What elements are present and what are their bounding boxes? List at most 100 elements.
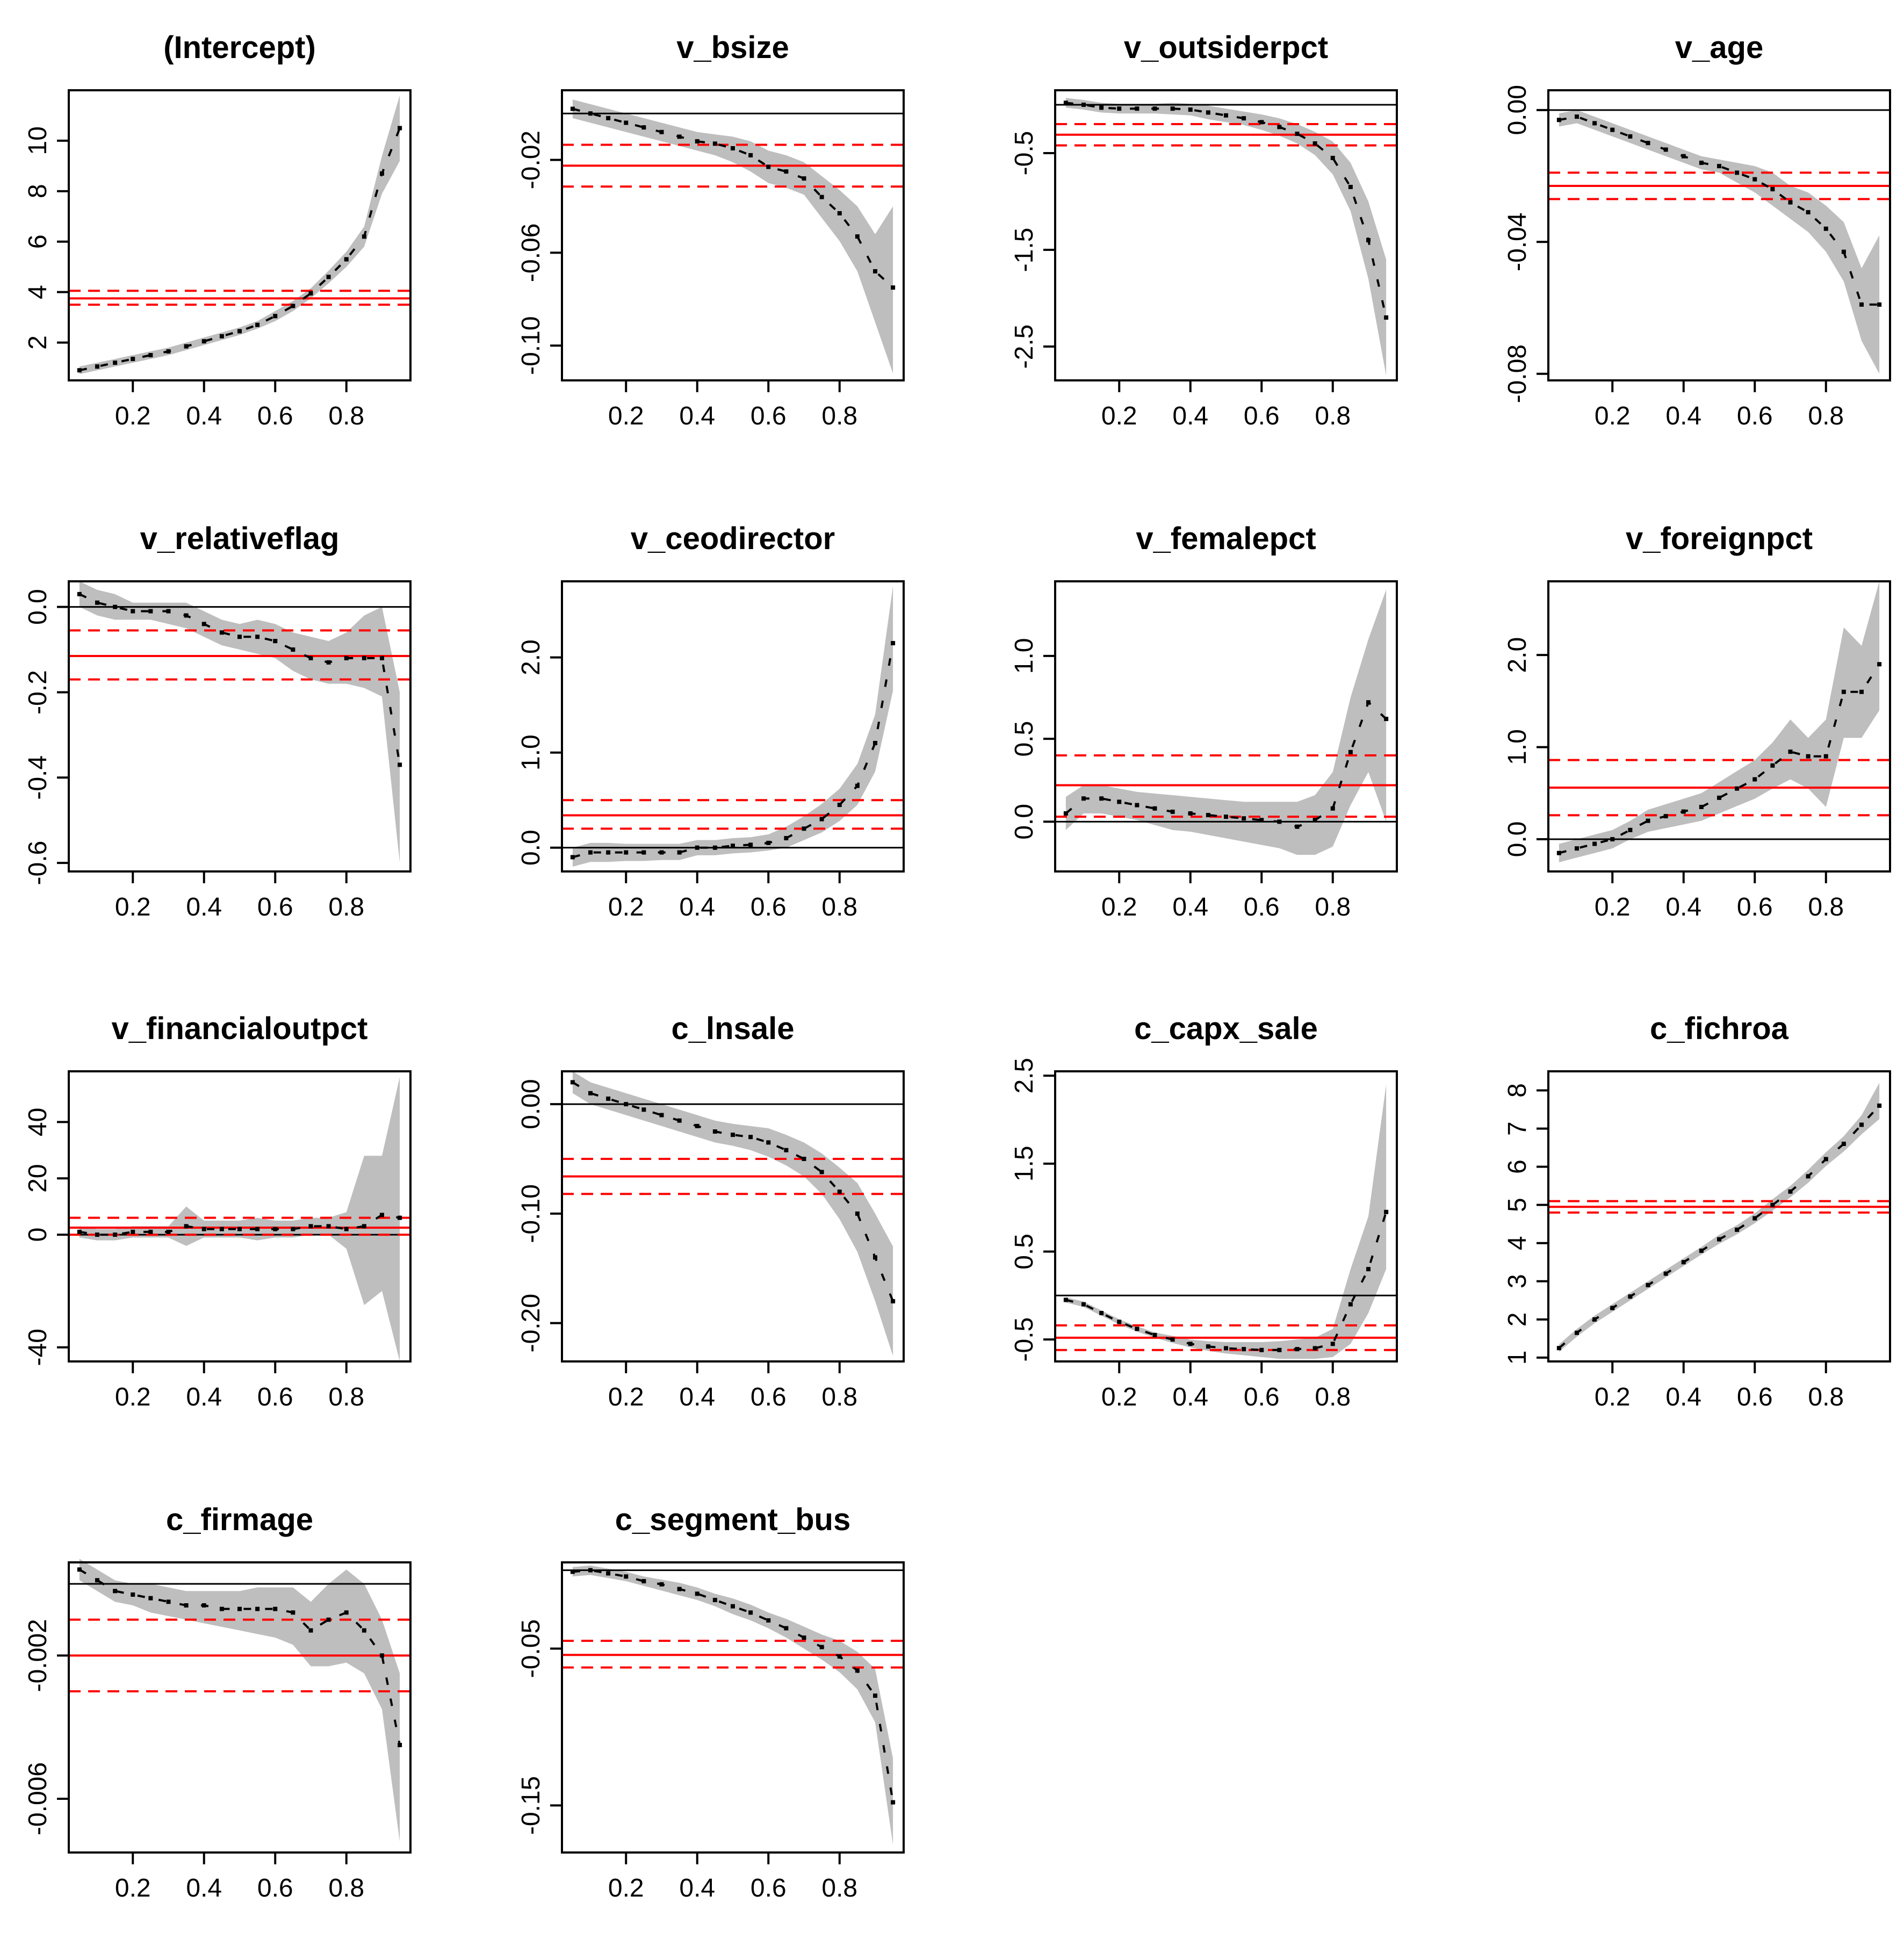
x-tick-label: 0.2 <box>1101 893 1137 921</box>
estimate-point <box>1259 120 1264 125</box>
estimate-point <box>641 1107 646 1112</box>
estimate-point <box>1575 846 1579 851</box>
estimate-point <box>1312 141 1317 146</box>
estimate-point <box>1384 1209 1389 1214</box>
confidence-band <box>572 99 893 374</box>
estimate-point <box>362 1224 366 1229</box>
x-tick-label: 0.8 <box>328 1383 364 1411</box>
estimate-point <box>1770 763 1775 768</box>
estimate-point <box>712 1598 717 1603</box>
estimate-point <box>873 740 877 745</box>
estimate-point <box>1366 238 1371 242</box>
y-tick-label: 0 <box>24 1228 52 1242</box>
estimate-point <box>77 1567 82 1572</box>
estimate-point <box>1206 110 1210 115</box>
estimate-point <box>77 592 82 596</box>
y-tick-label: 1.0 <box>1010 638 1038 674</box>
x-tick-label: 0.8 <box>821 893 857 921</box>
x-tick-label: 0.6 <box>257 893 293 921</box>
y-tick-label: 20 <box>24 1164 52 1193</box>
y-tick-label: 7 <box>1503 1121 1532 1136</box>
estimate-point <box>802 176 806 181</box>
estimate-point <box>1628 134 1633 139</box>
estimate-point <box>166 609 171 614</box>
estimate-point <box>588 850 593 855</box>
x-tick-label: 0.4 <box>1665 1383 1701 1411</box>
estimate-point <box>570 106 575 111</box>
estimate-point <box>677 850 682 855</box>
panel-c-capx-sale: c_capx_sale 0.2 0.4 0.6 0.8 -0.5 0.5 1.5 2.5 <box>1010 1011 1398 1411</box>
estimate-point <box>1295 1347 1300 1352</box>
panel-c-fichroa: c_fichroa 0.2 0.4 0.6 0.8 1 2 3 4 5 6 7 8 <box>1503 1011 1891 1411</box>
y-tick-label: -0.6 <box>24 841 52 885</box>
estimate-point <box>766 840 771 845</box>
estimate-point <box>1099 105 1104 110</box>
estimate-point <box>624 120 629 125</box>
x-tick-label: 0.6 <box>1737 1383 1773 1411</box>
estimate-point <box>784 836 789 841</box>
estimate-point <box>837 1654 842 1659</box>
estimate-point <box>1859 1122 1864 1127</box>
y-tick-label: 0.00 <box>1503 85 1532 135</box>
quantile-estimate-line <box>572 643 895 859</box>
estimate-point <box>398 762 402 767</box>
y-tick-label: 0.5 <box>1010 721 1038 757</box>
estimate-point <box>77 1229 82 1234</box>
panel-v-outsiderpct: v_outsiderpct 0.2 0.4 0.6 0.8 -2.5 -1.5 -0.5 <box>1010 30 1398 430</box>
x-tick-label: 0.4 <box>1172 1383 1208 1411</box>
estimate-point <box>1295 132 1300 136</box>
panel-v-age: v_age 0.2 0.4 0.6 0.8 -0.08 -0.04 0.00 <box>1503 30 1891 430</box>
panel-title: c_lnsale <box>672 1011 795 1046</box>
plot-frame <box>68 89 412 381</box>
panel-v-financialoutpct: v_financialoutpct 0.2 0.4 0.6 0.8 -40 0 20 40 <box>24 1011 412 1411</box>
estimate-point <box>784 1626 789 1631</box>
y-tick-label: -0.06 <box>517 224 545 282</box>
y-tick-label: 2 <box>24 335 52 350</box>
x-tick-label: 0.4 <box>1665 402 1701 430</box>
estimate-point <box>255 1227 260 1231</box>
estimate-point <box>855 783 860 788</box>
estimate-point <box>641 850 646 855</box>
estimate-point <box>1806 1174 1811 1179</box>
estimate-point <box>148 609 153 614</box>
plot-frame <box>561 89 905 381</box>
estimate-point <box>873 1255 877 1260</box>
estimate-point <box>1206 813 1210 818</box>
estimate-point <box>1841 249 1846 254</box>
estimate-point <box>1135 106 1139 111</box>
estimate-point <box>819 1645 824 1649</box>
panel-title: c_capx_sale <box>1134 1011 1318 1046</box>
plot-frame <box>68 1561 412 1854</box>
y-tick-label: -0.4 <box>24 755 52 800</box>
estimate-point <box>1699 805 1704 809</box>
estimate-point <box>1188 811 1193 816</box>
estimate-point <box>1841 1142 1846 1146</box>
y-tick-label: 4 <box>24 285 52 299</box>
x-tick-label: 0.4 <box>186 1874 222 1902</box>
panel-title: v_relativeflag <box>140 521 340 556</box>
panel-title: v_outsiderpct <box>1124 30 1328 65</box>
estimate-point <box>873 1693 877 1698</box>
confidence-band <box>1559 110 1880 374</box>
panel-title: v_foreignpct <box>1626 521 1813 556</box>
x-tick-label: 0.6 <box>257 402 293 430</box>
estimate-point <box>1592 1317 1597 1322</box>
estimate-point <box>1575 114 1579 119</box>
estimate-point <box>1646 1282 1650 1287</box>
estimate-point <box>237 329 242 334</box>
estimate-point <box>1681 154 1686 158</box>
estimate-point <box>131 609 135 614</box>
estimate-point <box>1788 749 1793 754</box>
estimate-point <box>95 600 99 605</box>
estimate-point <box>570 1080 575 1085</box>
estimate-point <box>1170 106 1175 111</box>
estimate-point <box>1752 177 1757 182</box>
estimate-point <box>1681 809 1686 814</box>
estimate-point <box>308 655 313 660</box>
x-tick-label: 0.8 <box>1808 402 1844 430</box>
y-tick-label: -1.5 <box>1010 228 1038 272</box>
estimate-point <box>77 368 82 373</box>
panel-v-femalepct: v_femalepct 0.2 0.4 0.6 0.8 0.0 0.5 1.0 <box>1010 521 1398 921</box>
estimate-point <box>148 1229 153 1234</box>
